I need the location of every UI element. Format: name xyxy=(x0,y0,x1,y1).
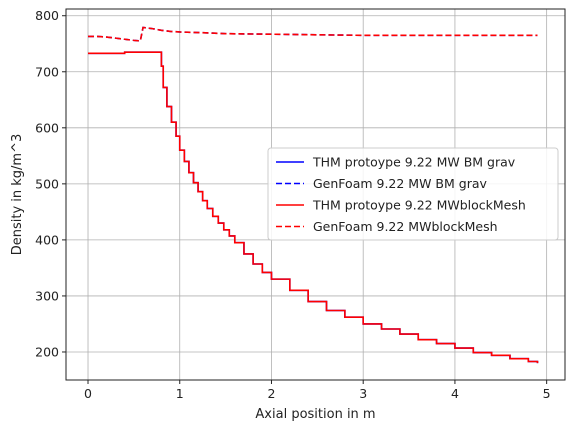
legend-entry: GenFoam 9.22 MW BM grav xyxy=(313,176,487,191)
plot-frame xyxy=(65,8,566,381)
legend-entry: THM protoype 9.22 MW BM grav xyxy=(312,155,516,170)
x-tick-label: 3 xyxy=(359,386,367,401)
y-tick-label: 300 xyxy=(35,288,59,303)
x-axis-ticks: 0 1 2 3 4 5 xyxy=(84,380,551,401)
x-tick-label: 1 xyxy=(176,386,184,401)
y-tick-label: 800 xyxy=(35,8,59,23)
y-axis-label: Density in kg/m^3 xyxy=(10,134,25,256)
legend-box xyxy=(267,147,559,241)
y-tick-label: 400 xyxy=(35,232,59,247)
x-tick-label: 2 xyxy=(267,386,275,401)
y-tick-label: 200 xyxy=(35,344,59,359)
legend: THM protoype 9.22 MW BM grav GenFoam 9.22… xyxy=(267,147,559,241)
y-tick-label: 500 xyxy=(35,176,59,191)
y-axis-ticks: 200 300 400 500 600 700 800 xyxy=(35,8,66,359)
series-line-2 xyxy=(88,51,539,364)
y-tick-label: 700 xyxy=(35,64,59,79)
x-tick-label: 5 xyxy=(543,386,551,401)
series-line-3 xyxy=(88,26,538,42)
legend-entry: GenFoam 9.22 MWblockMesh xyxy=(313,219,498,234)
x-axis-label: Axial position in m xyxy=(255,407,375,422)
x-tick-label: 4 xyxy=(451,386,459,401)
series-group xyxy=(88,26,539,364)
legend-entry: THM protoype 9.22 MWblockMesh xyxy=(312,198,526,213)
y-tick-label: 600 xyxy=(35,120,59,135)
x-tick-label: 0 xyxy=(84,386,92,401)
